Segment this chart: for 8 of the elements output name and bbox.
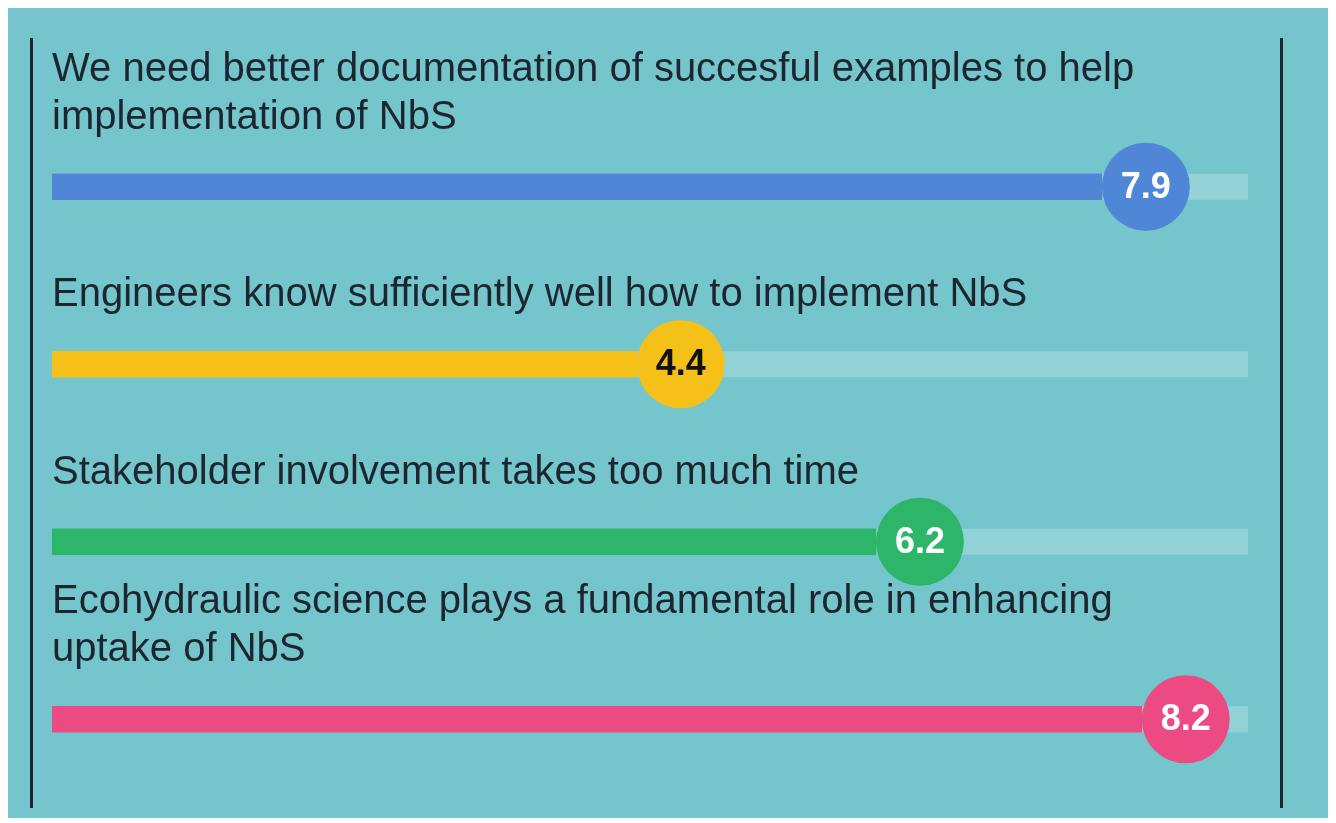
y-tick-label: We need better documentation of succesful examples to help implementation of NbS <box>52 44 1135 137</box>
y-tick-label: Stakeholder involvement takes too much time <box>52 447 860 492</box>
data-label: 7.9 <box>1120 164 1171 206</box>
data-label: 4.4 <box>655 342 706 384</box>
data-label: 8.2 <box>1160 697 1211 739</box>
y-tick-label: Ecohydraulic science plays a fundamental role in enhancing uptake of NbS <box>52 577 1113 670</box>
y-tick-label: Engineers know sufficiently well how to implement NbS <box>52 270 1028 315</box>
data-label: 6.2 <box>894 519 945 561</box>
